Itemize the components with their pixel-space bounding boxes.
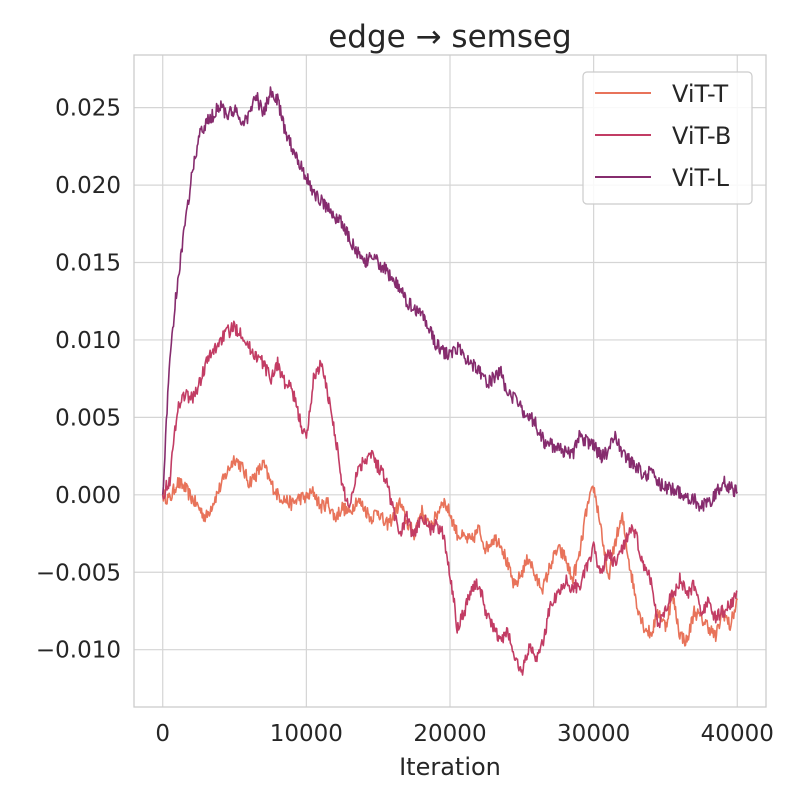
x-tick-label: 40000	[701, 721, 774, 747]
y-tick-label: 0.025	[55, 96, 121, 122]
chart-title: edge → semseg	[328, 19, 572, 55]
y-tick-label: −0.010	[36, 638, 121, 664]
x-tick-label: 10000	[270, 721, 343, 747]
plot-frame	[133, 54, 767, 708]
y-tick-label: 0.020	[55, 173, 121, 199]
y-tick-label: 0.005	[55, 405, 121, 431]
legend-label: ViT-B	[672, 122, 731, 150]
x-tick-label: 0	[155, 721, 170, 747]
series-line-vit-l	[161, 86, 738, 512]
y-tick-label: 0.010	[55, 328, 121, 354]
y-tick-label: −0.005	[36, 560, 121, 586]
tick-labels: 0 10000 20000 30000 40000 −0.010 −0.005 0.000 0.…	[36, 96, 774, 747]
y-tick-label: 0.015	[55, 251, 121, 277]
legend-label: ViT-T	[672, 80, 728, 108]
legend: ViT-T ViT-B ViT-L	[582, 71, 753, 205]
series-line-vit-t	[161, 455, 738, 647]
x-tick-label: 30000	[557, 721, 630, 747]
legend-box	[582, 71, 753, 205]
x-axis-title: Iteration	[399, 753, 501, 781]
x-tick-label: 20000	[413, 721, 486, 747]
legend-label: ViT-L	[672, 164, 730, 192]
y-tick-label: 0.000	[55, 483, 121, 509]
series-lines	[161, 86, 738, 676]
series-line-vit-b	[161, 320, 738, 676]
